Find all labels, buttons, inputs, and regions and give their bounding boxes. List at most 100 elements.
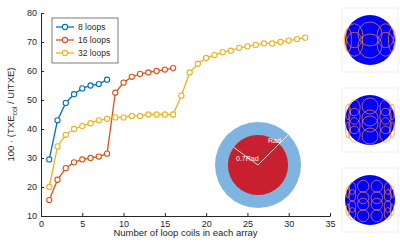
- legend: 8 loops16 loops32 loops: [52, 18, 118, 63]
- thumbnail-loop: [371, 192, 382, 204]
- series-point: [294, 37, 299, 42]
- thumbnail-box: [342, 88, 398, 152]
- series-point: [104, 151, 109, 156]
- coil-thumbnail: [342, 88, 398, 152]
- y-axis-label-part: / UITXE): [5, 68, 16, 107]
- series-point: [121, 115, 126, 120]
- series-point: [137, 113, 142, 118]
- series-point: [71, 126, 76, 131]
- series-point: [261, 41, 266, 46]
- thumbnail-loop: [344, 28, 351, 52]
- series-point: [154, 68, 159, 73]
- series-point: [162, 67, 167, 72]
- series-point: [104, 77, 109, 82]
- x-tick-mark: [330, 213, 331, 216]
- thumbnail-loop: [349, 182, 356, 194]
- x-axis-label: Number of loop coils in each array: [113, 227, 257, 238]
- y-tick-label: 40: [27, 124, 37, 134]
- x-tick-mark: [124, 213, 125, 216]
- thumbnail-loop: [371, 180, 382, 192]
- y-tick-mark: [41, 42, 44, 43]
- x-tick-label: 30: [284, 219, 294, 229]
- y-tick-label: 30: [27, 153, 37, 163]
- legend-swatch-marker: [62, 50, 67, 55]
- series-point: [63, 100, 68, 105]
- series-point: [80, 86, 85, 91]
- thumbnail-loop: [371, 198, 382, 210]
- series-line: [49, 80, 107, 160]
- y-axis: 1020304050607080: [27, 8, 44, 221]
- thumbnail-loop: [362, 98, 378, 114]
- y-tick: 40: [27, 124, 44, 134]
- series-point: [47, 184, 52, 189]
- series-point: [80, 124, 85, 129]
- thumbnail-loop: [357, 192, 368, 204]
- series-point: [245, 44, 250, 49]
- y-tick-mark: [41, 158, 44, 159]
- y-tick-label: 10: [27, 211, 37, 221]
- series-point: [187, 70, 192, 75]
- series-point: [220, 50, 225, 55]
- series-point: [47, 197, 52, 202]
- x-tick-label: 0: [39, 219, 44, 229]
- series-point: [129, 74, 134, 79]
- y-tick: 30: [27, 153, 44, 163]
- x-axis-line: [42, 216, 331, 217]
- series-point: [253, 42, 258, 47]
- series-point: [171, 112, 176, 117]
- y-tick: 80: [27, 8, 44, 18]
- inset-arrow: [234, 147, 258, 165]
- thumbnail-loop: [384, 208, 391, 220]
- y-tick: 60: [27, 66, 44, 76]
- inset-arrow: [258, 135, 288, 165]
- inset-inner: [228, 135, 288, 195]
- y-tick-mark: [41, 187, 44, 188]
- series-point: [146, 70, 151, 75]
- series-point: [113, 90, 118, 95]
- series-point: [303, 35, 308, 40]
- annotation: Rad: [268, 137, 281, 144]
- series-point: [204, 55, 209, 60]
- thumbnail-sphere: [345, 15, 395, 65]
- series-point: [55, 144, 60, 149]
- y-tick: 50: [27, 95, 44, 105]
- y-tick-mark: [41, 129, 44, 130]
- y-axis-label-part: 100 · (TXE: [5, 116, 16, 162]
- series-point: [63, 132, 68, 137]
- series-point: [71, 92, 76, 97]
- thumbnail-loop: [349, 118, 360, 134]
- legend-label: 8 loops: [78, 22, 105, 32]
- series-point: [47, 157, 52, 162]
- x-tick-mark: [247, 213, 248, 216]
- series-point: [237, 45, 242, 50]
- series-point: [146, 112, 151, 117]
- series-point: [278, 39, 283, 44]
- y-tick-label: 70: [27, 37, 37, 47]
- series-point: [80, 157, 85, 162]
- thumbnail-loop: [388, 28, 395, 52]
- series-point: [162, 112, 167, 117]
- x-tick: 5: [80, 213, 85, 229]
- x-tick-label: 35: [325, 219, 335, 229]
- series-point: [154, 112, 159, 117]
- series-point: [88, 83, 93, 88]
- thumbnail-loop: [384, 182, 391, 194]
- series-point: [195, 61, 200, 66]
- y-tick-label: 80: [27, 8, 37, 18]
- x-tick: 30: [284, 213, 294, 229]
- thumbnail-loop: [357, 210, 368, 222]
- x-tick-mark: [206, 213, 207, 216]
- series-point: [129, 113, 134, 118]
- y-tick-mark: [41, 71, 44, 72]
- thumbnail-loop: [384, 200, 391, 212]
- series-point: [137, 71, 142, 76]
- y-tick: 10: [27, 211, 44, 221]
- x-tick-mark: [289, 213, 290, 216]
- y-tick-mark: [41, 216, 44, 217]
- series-point: [171, 66, 176, 71]
- series-point: [113, 115, 118, 120]
- series-point: [96, 154, 101, 159]
- series-point: [228, 48, 233, 53]
- series-point: [121, 80, 126, 85]
- series-point: [88, 121, 93, 126]
